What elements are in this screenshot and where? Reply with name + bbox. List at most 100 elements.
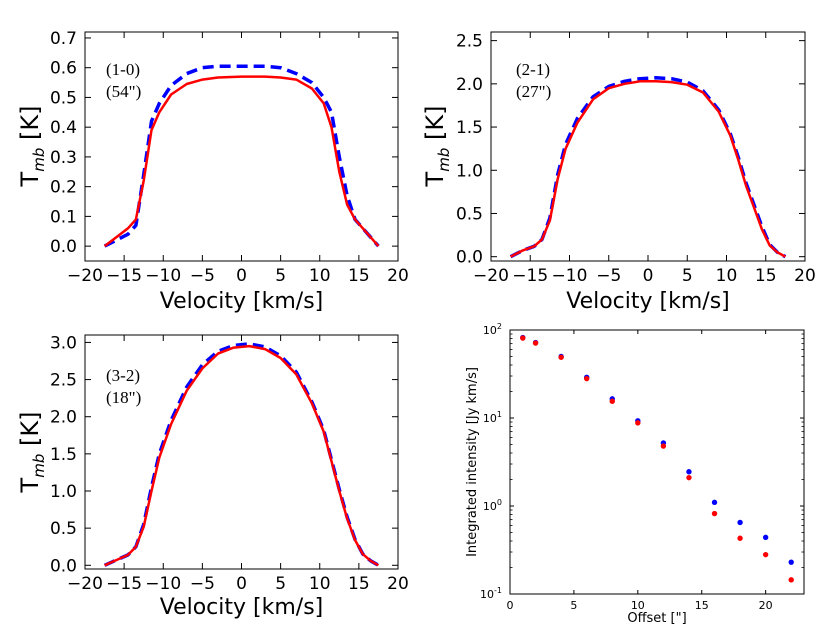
panel-integrated-intensity-point-observed: [532, 340, 539, 346]
panel-2-1-y-label-main: T: [421, 171, 449, 187]
panel-3-2-x-ticks: −20 −15 −10 −5 0 5 10 15 20: [67, 335, 409, 594]
panel-integrated-intensity-point-model: [788, 559, 794, 565]
panel-3-2: −20 −15 −10 −5 0 5 10 15 20 0.0 0.5 1.0 1.5 2.0 2.5 3.…: [16, 333, 409, 620]
panel-1-0-y-tick-label: 0.4: [50, 118, 77, 138]
panel-2-1-line-model: [509, 76, 787, 259]
panel-3-2-y-label: Tmb [K]: [16, 412, 48, 494]
panel-3-2-y-tick-label: 1.0: [50, 482, 77, 502]
panel-1-0-x-tick-label: −10: [145, 266, 181, 286]
panel-integrated-intensity-y-tick-label: 10-1: [480, 586, 502, 601]
panel-integrated-intensity-x-tick-label: 10: [631, 599, 645, 612]
panel-3-2-x-tick-label: 10: [309, 574, 331, 594]
panel-3-2-line-observed: [104, 344, 380, 567]
panel-1-0-y-tick-label: 0.3: [50, 148, 77, 168]
panel-integrated-intensity-x-label: Offset ["]: [627, 611, 686, 626]
panel-integrated-intensity-y-tick-base: 10: [483, 324, 497, 337]
panel-integrated-intensity-point-model: [711, 499, 718, 506]
panel-2-1-x-tick-label: 10: [716, 266, 738, 286]
panel-1-0-y-tick-label: 0.0: [50, 237, 77, 257]
panel-3-2-x-tick-label: 15: [348, 574, 370, 594]
panel-integrated-intensity-point-observed: [609, 398, 615, 404]
panel-2-1-x-tick-label: 0: [643, 266, 654, 286]
panel-1-0-y-label-sub: mb: [30, 148, 48, 172]
panel-integrated-intensity-y-tick-base: 10: [483, 500, 497, 513]
panel-2-1-x-tick-label: −20: [473, 266, 509, 286]
panel-integrated-intensity-point-observed: [762, 551, 769, 558]
panel-integrated-intensity-y-tick-exp: 1: [497, 410, 502, 419]
panel-1-0-y-tick-label: 0.5: [50, 88, 77, 108]
panel-1-0-y-tick-label: 0.2: [50, 178, 77, 198]
panel-2-1-y-ticks: 0.0 0.5 1.0 1.5 2.0 2.5: [456, 32, 805, 268]
panel-2-1-y-tick-label: 2.0: [456, 75, 483, 95]
panel-integrated-intensity-point-model: [737, 519, 743, 526]
panel-1-0-y-label-unit: [K]: [16, 106, 44, 140]
panel-3-2-y-tick-label: 0.0: [50, 556, 77, 576]
panel-integrated-intensity-point-observed: [737, 535, 743, 541]
panel-integrated-intensity-point-observed: [520, 335, 526, 341]
panel-integrated-intensity-point-observed: [583, 375, 590, 382]
panel-1-0-series: [103, 64, 380, 248]
panel-2-1-y-label-space: [421, 140, 449, 148]
panel-2-1-y-label-unit: [K]: [421, 106, 449, 140]
panel-3-2-y-ticks: 0.0 0.5 1.0 1.5 2.0 2.5 3.0: [50, 333, 398, 576]
panel-integrated-intensity-frame: [509, 329, 805, 595]
panel-1-0-annotation-line1: (1-0): [106, 60, 140, 79]
panel-integrated-intensity-point-observed: [788, 577, 794, 583]
panel-3-2-y-tick-label: 0.5: [50, 519, 77, 539]
panel-integrated-intensity-point-observed: [635, 420, 641, 426]
panel-integrated-intensity-x-tick-label: 20: [759, 599, 773, 612]
panel-2-1-series: [509, 76, 787, 259]
panel-3-2-x-tick-label: 0: [236, 574, 247, 594]
panel-3-2-y-label-space: [16, 446, 44, 454]
panel-integrated-intensity-x-ticks: 0 5 10 15 20: [507, 330, 773, 612]
panel-3-2-x-tick-label: 20: [387, 574, 409, 594]
panel-3-2-y-tick-label: 2.0: [50, 408, 77, 428]
panel-integrated-intensity-point-observed: [686, 474, 692, 481]
panel-3-2-y-tick-label: 2.5: [50, 371, 77, 391]
panel-3-2-y-tick-label: 3.0: [50, 333, 77, 353]
panel-1-0-y-label-main: T: [16, 171, 44, 187]
panel-integrated-intensity-y-tick-exp: 2: [497, 322, 502, 331]
panel-integrated-intensity-x-tick-label: 5: [570, 599, 577, 612]
panel-1-0-y-label-space: [16, 140, 44, 148]
panel-1-0-y-tick-label: 0.7: [50, 29, 77, 49]
panel-2-1-x-label: Velocity [km/s]: [566, 289, 730, 314]
panel-2-1-x-tick-label: 20: [794, 266, 816, 286]
panel-1-0-y-tick-label: 0.1: [50, 207, 77, 227]
panel-3-2-y-label-unit: [K]: [16, 412, 44, 446]
panel-integrated-intensity-x-tick-label: 15: [695, 599, 709, 612]
panel-integrated-intensity-y-label: Integrated intensity [Jy km/s]: [465, 367, 480, 557]
panel-3-2-series: [103, 342, 380, 567]
panel-integrated-intensity-x-tick-label: 0: [507, 599, 514, 612]
panel-2-1-line-observed: [510, 80, 786, 258]
panel-2-1-y-label-sub: mb: [435, 148, 453, 172]
panel-2-1-x-ticks: −20 −15 −10 −5 0 5 10 15 20: [473, 32, 816, 286]
panel-3-2-x-tick-label: −20: [67, 574, 103, 594]
panel-integrated-intensity-point-model: [686, 469, 692, 475]
panel-3-2-annotation-line1: (3-2): [106, 366, 140, 385]
panel-1-0-x-tick-label: −20: [67, 266, 103, 286]
panel-1-0-x-label: Velocity [km/s]: [160, 289, 324, 314]
panel-integrated-intensity-point-model: [762, 534, 769, 541]
panel-2-1-x-tick-label: 5: [682, 266, 693, 286]
panel-2-1-y-tick-label: 1.0: [456, 161, 483, 181]
panel-integrated-intensity-point-observed: [660, 443, 667, 449]
panel-3-2-y-label-main: T: [16, 477, 44, 493]
panel-3-2-x-tick-label: −10: [145, 574, 181, 594]
panel-1-0-x-tick-label: 15: [348, 266, 370, 286]
panel-2-1: −20 −15 −10 −5 0 5 10 15 20 0.0 0.5 1.0 1.5 2.0 2.5 (…: [421, 31, 816, 314]
panel-1-0-x-tick-label: −15: [106, 266, 142, 286]
panel-2-1-y-tick-label: 2.5: [456, 32, 483, 52]
panel-3-2-y-label-sub: mb: [30, 454, 48, 478]
panel-3-2-y-tick-label: 1.5: [50, 445, 77, 465]
panel-integrated-intensity-y-tick-label: 101: [483, 410, 502, 425]
panel-integrated-intensity-y-tick-base: 10: [480, 588, 494, 601]
panel-integrated-intensity-series: [520, 334, 794, 583]
panel-2-1-y-label: Tmb [K]: [421, 106, 453, 188]
panel-1-0-y-tick-label: 0.6: [50, 59, 77, 79]
panel-1-0-x-tick-label: 5: [275, 266, 286, 286]
panel-1-0-x-tick-label: −5: [190, 266, 215, 286]
